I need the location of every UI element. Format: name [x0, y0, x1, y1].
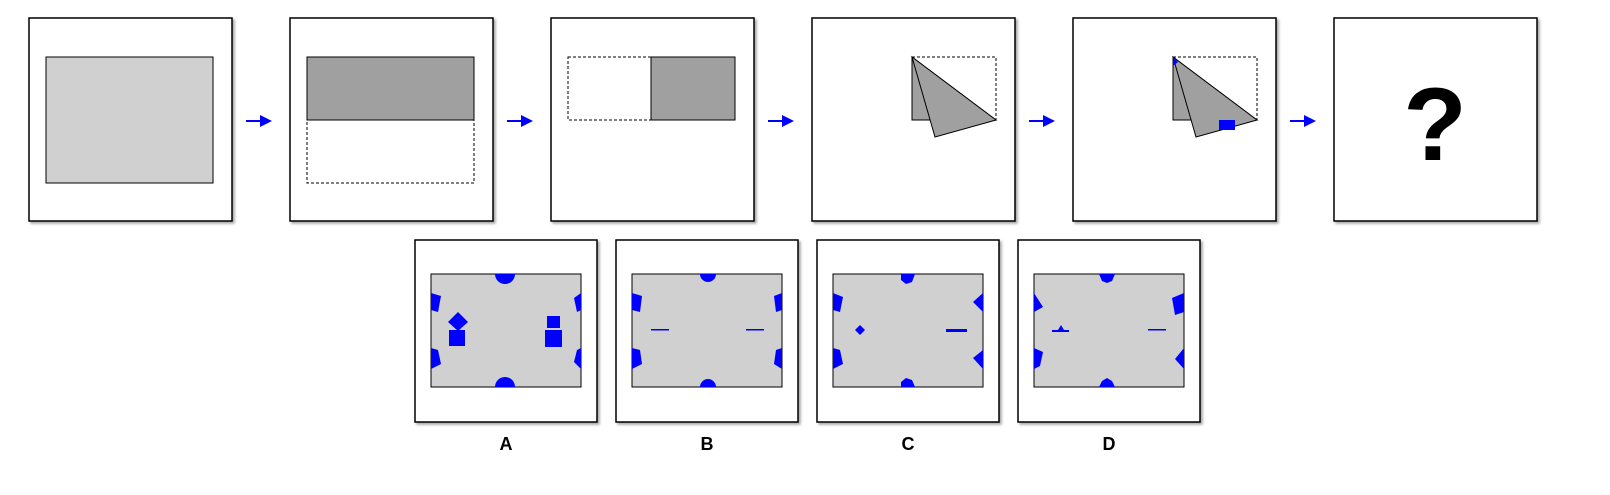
- punch-holes: [1034, 274, 1184, 387]
- question-panel: ?: [1333, 17, 1538, 222]
- step-5-panel: [1072, 17, 1277, 222]
- option-label: B: [701, 434, 714, 454]
- paper-sheet: [45, 56, 214, 184]
- option-b[interactable]: B: [615, 239, 799, 454]
- panel-frame: [1333, 17, 1538, 222]
- option-label: C: [902, 434, 915, 454]
- option-label: A: [500, 434, 513, 454]
- option-a[interactable]: A: [414, 239, 598, 454]
- folded-triangle: [911, 55, 998, 138]
- punch-hole-corner: [1173, 57, 1178, 66]
- folded-quarter: [650, 56, 736, 121]
- question-mark-icon: ?: [1403, 67, 1467, 183]
- option-c[interactable]: C: [816, 239, 1000, 454]
- punch-holes: [632, 274, 782, 387]
- punch-holes: [431, 274, 581, 387]
- option-d[interactable]: D: [1017, 239, 1201, 454]
- step-1-panel: [28, 17, 233, 222]
- punch-holes: [833, 274, 983, 387]
- punch-hole-square: [1219, 120, 1235, 130]
- option-label: D: [1103, 434, 1116, 454]
- step-2-panel: [289, 17, 494, 222]
- folded-half: [306, 56, 475, 121]
- step-4-panel: [811, 17, 1016, 222]
- unfolded-outline: [567, 56, 652, 121]
- step-3-panel: [550, 17, 755, 222]
